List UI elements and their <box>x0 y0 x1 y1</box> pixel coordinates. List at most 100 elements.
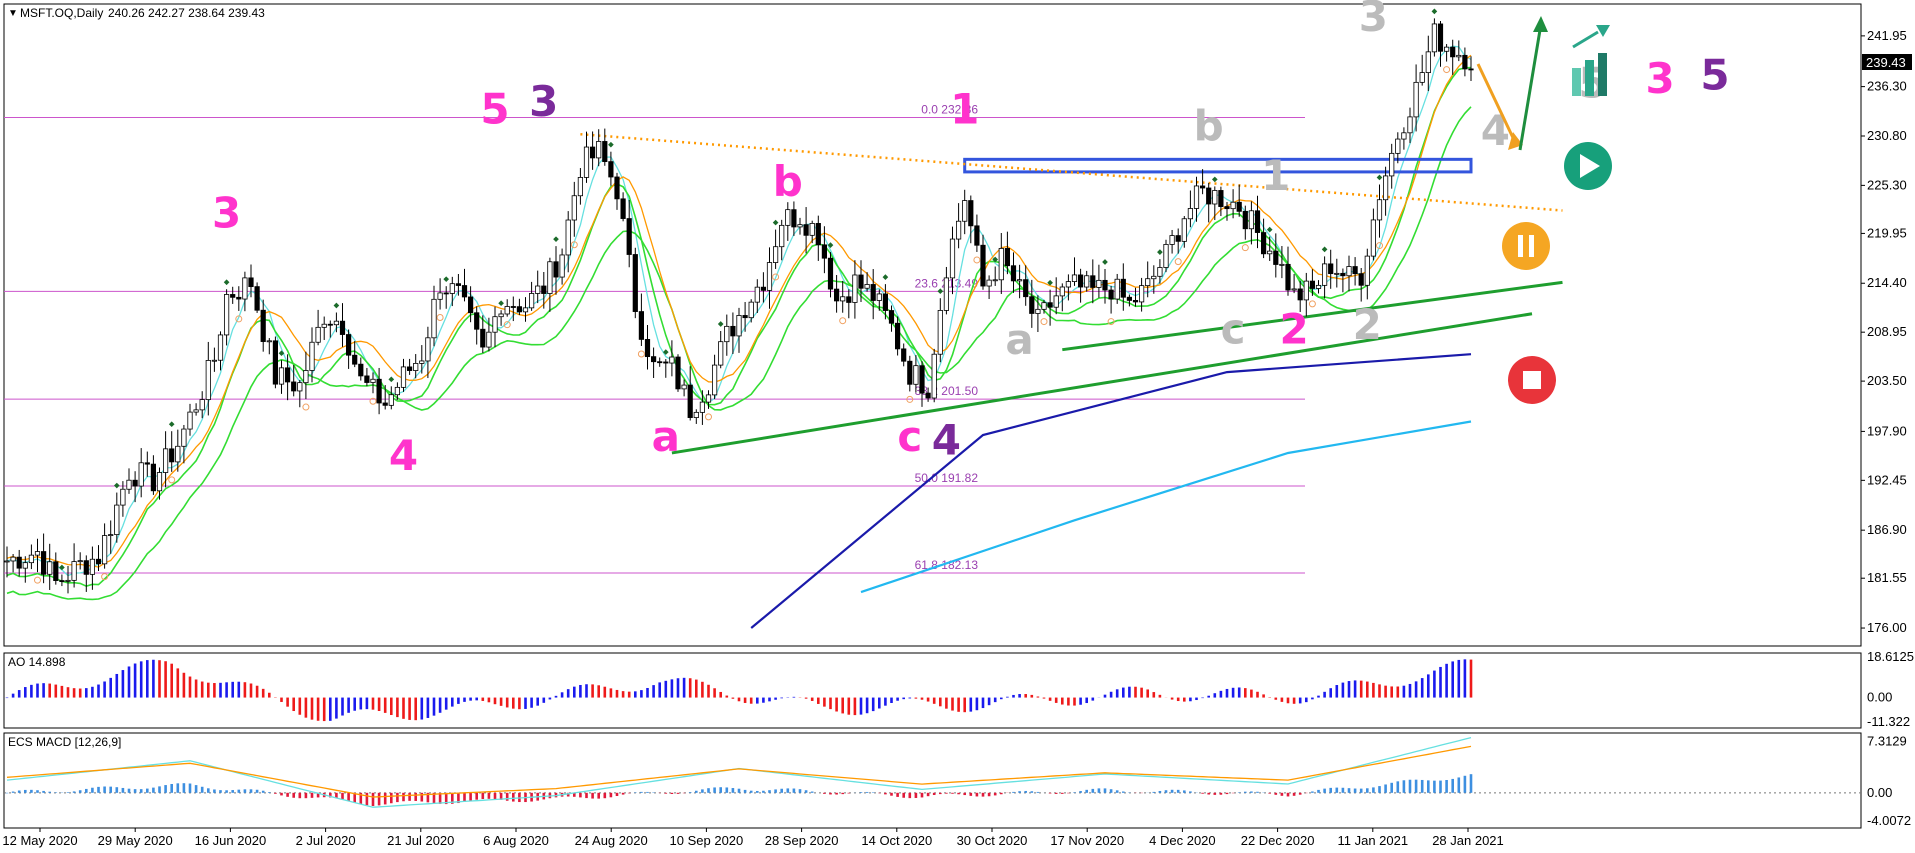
ao-bar-76 <box>469 697 472 701</box>
ao-bar-72 <box>444 697 448 710</box>
candle-80 <box>492 306 498 348</box>
candle-body <box>65 579 71 582</box>
candle-body <box>992 279 998 282</box>
candle-body <box>998 248 1004 281</box>
candle-98 <box>602 128 608 166</box>
price-tick-label-6: 208.95 <box>1867 324 1907 339</box>
candle-body <box>651 356 657 363</box>
candle-body <box>59 580 65 582</box>
ao-bar-50 <box>310 697 314 720</box>
ao-bar-140 <box>859 697 863 715</box>
candle-body <box>364 375 370 383</box>
candle-175 <box>1071 257 1078 286</box>
candle-114 <box>699 390 706 425</box>
date-label-6: 24 Aug 2020 <box>575 833 648 848</box>
header-arrow-icon[interactable]: ▼ <box>8 8 18 19</box>
candle-body <box>1047 302 1053 308</box>
candle-110 <box>675 354 681 392</box>
macd-bar-43 <box>268 792 271 793</box>
candle-213 <box>1303 272 1309 317</box>
pause-icon[interactable] <box>1502 222 1550 270</box>
candle-176 <box>1078 268 1084 303</box>
macd-bar-171 <box>1048 792 1052 794</box>
ao-bar-28 <box>176 668 180 698</box>
ao-bar-145 <box>890 697 893 703</box>
candle-body <box>663 361 669 364</box>
candle-57 <box>352 341 358 368</box>
candle-body <box>1267 250 1273 255</box>
macd-bar-240 <box>1469 774 1473 793</box>
fractal-up-144 <box>882 274 889 280</box>
fractal-up-108 <box>662 349 669 355</box>
candle-body <box>236 296 242 300</box>
ao-bar-191 <box>1170 697 1174 700</box>
ao-bar-96 <box>591 684 594 698</box>
candle-body <box>1364 255 1370 286</box>
candle-body <box>309 341 315 371</box>
macd-bar-114 <box>701 789 704 793</box>
fractal-down-16 <box>101 573 109 581</box>
macd-bar-5 <box>36 790 39 793</box>
candle-188 <box>1151 265 1157 294</box>
candle-body <box>1346 266 1352 277</box>
candle-body <box>492 316 498 333</box>
macd-bar-238 <box>1457 777 1461 793</box>
candle-body <box>718 341 724 366</box>
trendlines <box>580 132 1563 455</box>
ao-bar-138 <box>847 697 851 715</box>
macd-bar-173 <box>1061 792 1064 794</box>
ao-bar-235 <box>1439 666 1442 698</box>
date-label-2: 16 Jun 2020 <box>195 833 267 848</box>
macd-label: ECS MACD [12,26,9] <box>8 735 121 749</box>
candle-76 <box>467 286 474 323</box>
macd-bar-50 <box>310 792 314 798</box>
candle-225 <box>1376 184 1383 238</box>
macd-bar-10 <box>66 792 70 793</box>
candle-91 <box>559 248 565 285</box>
candle-body <box>864 284 870 289</box>
candle-body <box>1029 296 1035 314</box>
macd-bar-175 <box>1073 792 1076 793</box>
candle-66 <box>406 358 413 375</box>
ao-bar-225 <box>1378 684 1381 698</box>
candle-body <box>1431 23 1437 53</box>
macd-bar-180 <box>1103 788 1107 793</box>
ma-green-2 <box>6 106 1472 601</box>
macd-bar-163 <box>1000 792 1003 795</box>
candle-30 <box>187 403 193 436</box>
candle-body <box>358 363 364 377</box>
macd-bar-39 <box>243 789 247 793</box>
candle-body <box>687 384 693 418</box>
macd-bar-23 <box>146 788 149 793</box>
ao-bar-5 <box>36 683 39 698</box>
candle-body <box>602 141 608 163</box>
play-icon[interactable] <box>1564 142 1612 190</box>
candle-120 <box>736 307 742 353</box>
candle-body <box>1187 208 1193 220</box>
ao-bar-71 <box>438 697 442 713</box>
ao-bar-84 <box>518 697 521 710</box>
candle-37 <box>230 286 236 304</box>
candle-14 <box>89 546 95 590</box>
fractal-up-99 <box>608 141 614 148</box>
candle-149 <box>913 355 919 393</box>
stop-icon[interactable] <box>1508 356 1556 404</box>
candle-233 <box>1425 35 1431 92</box>
candle-body <box>1419 72 1425 83</box>
price-tick-label-7: 203.50 <box>1867 373 1907 388</box>
candle-13 <box>83 555 89 592</box>
macd-tick-label-0: 7.3129 <box>1867 733 1907 748</box>
ao-bar-189 <box>1158 694 1162 698</box>
macd-bar-77 <box>475 792 478 800</box>
macd-bar-158 <box>969 792 973 796</box>
candle-body <box>254 286 260 311</box>
macd-bar-118 <box>725 787 729 793</box>
candle-174 <box>1065 274 1071 301</box>
candle-body <box>669 356 675 364</box>
macd-bar-192 <box>1176 789 1180 793</box>
candle-138 <box>846 289 852 319</box>
candle-39 <box>242 271 248 312</box>
candle-body <box>1334 272 1340 275</box>
macd-bar-145 <box>890 792 893 796</box>
